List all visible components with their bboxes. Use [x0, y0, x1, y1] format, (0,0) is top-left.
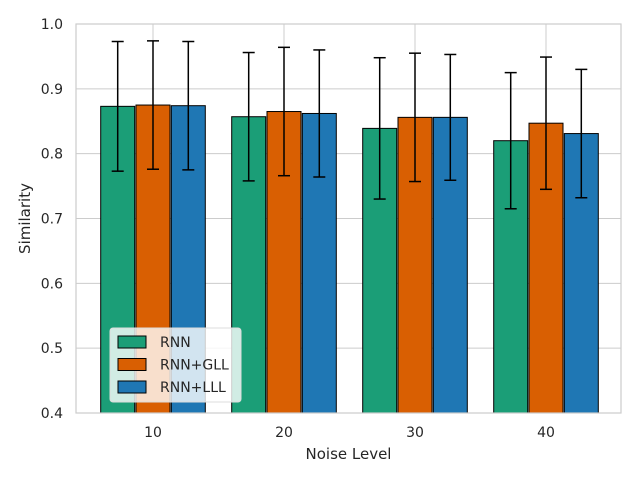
x-tick-label: 10: [144, 425, 162, 441]
legend-swatch: [117, 335, 147, 349]
legend: RNN RNN+GLL RNN+LLL: [109, 327, 242, 403]
legend-label: RNN+GLL: [160, 358, 229, 374]
legend-swatch: [117, 358, 147, 371]
y-tick-label: 0.5: [41, 341, 63, 357]
y-tick-label: 0.6: [41, 276, 63, 292]
error-bar: [111, 40, 124, 172]
error-bar: [540, 56, 552, 191]
error-bar: [444, 53, 457, 181]
error-bar: [182, 40, 195, 171]
x-axis-label: Noise Level: [306, 445, 392, 463]
error-bar: [147, 40, 159, 170]
legend-swatch: [117, 380, 147, 394]
x-tick-label: 40: [537, 425, 555, 441]
y-tick-label: 0.9: [41, 82, 63, 98]
error-bar: [373, 56, 386, 200]
error-bar: [278, 46, 290, 177]
legend-label: RNN: [160, 335, 191, 351]
plot-frame: [75, 23, 622, 414]
y-tick-label: 0.7: [41, 212, 63, 228]
legend-label: RNN+LLL: [160, 380, 226, 396]
error-bar: [313, 49, 326, 178]
y-tick-label: 1.0: [41, 17, 63, 33]
error-bar: [409, 52, 421, 183]
error-bar: [242, 51, 255, 182]
y-tick-label: 0.8: [41, 147, 63, 163]
x-tick-label: 20: [275, 425, 293, 441]
error-bars: [111, 40, 588, 210]
y-axis-label: Similarity: [16, 183, 34, 254]
error-bar: [504, 71, 517, 210]
x-tick-labels: 10 20 30 40: [144, 425, 555, 441]
error-bar: [575, 68, 588, 199]
y-tick-labels: 0.4 0.5 0.6 0.7 0.8 0.9 1.0: [41, 17, 63, 422]
y-tick-label: 0.4: [41, 406, 63, 422]
x-tick-label: 30: [406, 425, 424, 441]
